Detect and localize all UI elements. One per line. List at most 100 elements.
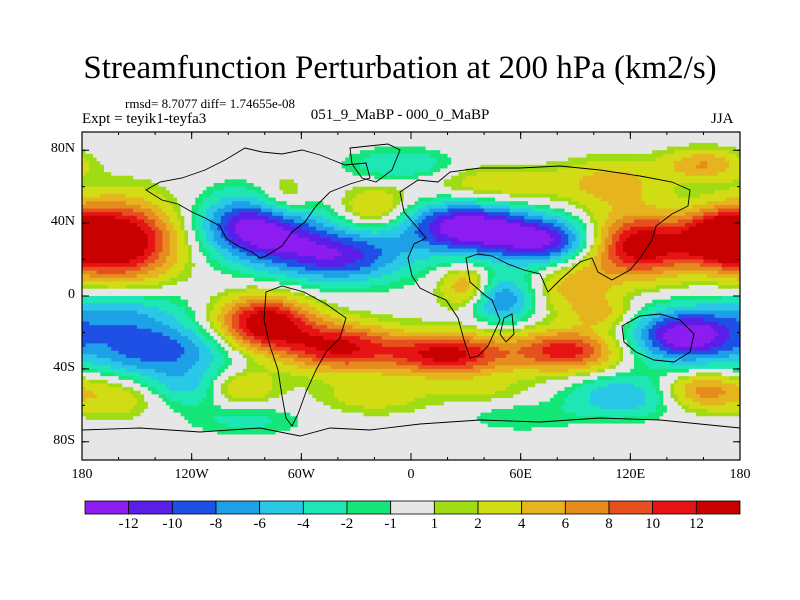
field-cell xyxy=(290,212,295,217)
field-cell xyxy=(224,223,229,228)
field-cell xyxy=(217,208,222,213)
field-cell xyxy=(509,201,514,206)
field-cell xyxy=(710,212,715,217)
field-cell xyxy=(542,146,547,151)
field-cell xyxy=(92,153,98,158)
field-cell xyxy=(615,132,620,137)
field-cell xyxy=(699,153,704,158)
field-cell xyxy=(480,132,485,137)
field-cell xyxy=(224,230,229,235)
field-cell xyxy=(114,190,119,195)
field-cell xyxy=(253,183,258,188)
field-cell xyxy=(590,201,595,206)
field-cell xyxy=(180,146,185,151)
field-cell xyxy=(235,175,240,180)
field-cell xyxy=(469,226,474,231)
field-cell xyxy=(301,161,306,166)
field-cell xyxy=(579,183,584,188)
field-cell xyxy=(637,157,642,162)
field-cell xyxy=(487,201,492,206)
field-cell xyxy=(96,193,101,198)
field-cell xyxy=(436,146,441,151)
field-cell xyxy=(440,223,445,228)
field-cell xyxy=(447,183,452,188)
field-cell xyxy=(710,153,715,158)
field-cell xyxy=(144,150,149,155)
field-cell xyxy=(487,146,492,151)
field-cell xyxy=(188,153,193,158)
field-cell xyxy=(590,157,595,162)
field-cell xyxy=(604,201,609,206)
field-cell xyxy=(173,150,178,155)
field-cell xyxy=(202,197,207,202)
field-cell xyxy=(294,139,299,144)
field-cell xyxy=(356,186,361,191)
field-cell xyxy=(184,215,189,220)
field-cell xyxy=(619,183,624,188)
field-cell xyxy=(476,139,481,144)
field-cell xyxy=(213,146,218,151)
field-cell xyxy=(432,230,437,235)
field-cell xyxy=(571,142,576,147)
field-cell xyxy=(290,139,295,144)
field-cell xyxy=(531,139,536,144)
field-cell xyxy=(319,179,324,184)
field-cell xyxy=(166,172,171,177)
field-cell xyxy=(517,139,522,144)
field-cell xyxy=(125,219,130,224)
field-cell xyxy=(151,164,156,169)
field-cell xyxy=(213,197,218,202)
field-cell xyxy=(648,226,653,231)
field-cell xyxy=(637,204,642,209)
field-cell xyxy=(458,179,463,184)
field-cell xyxy=(641,212,646,217)
field-cell xyxy=(531,226,536,231)
field-cell xyxy=(443,150,448,155)
field-cell xyxy=(707,193,712,198)
field-cell xyxy=(385,132,390,137)
field-cell xyxy=(341,179,346,184)
field-cell xyxy=(579,135,584,140)
field-cell xyxy=(103,157,108,162)
field-cell xyxy=(253,230,258,235)
field-cell xyxy=(421,139,427,144)
field-cell xyxy=(89,164,94,169)
field-cell xyxy=(692,139,697,144)
field-cell xyxy=(699,161,704,166)
field-cell xyxy=(264,215,269,220)
field-cell xyxy=(506,186,511,191)
field-cell xyxy=(363,230,368,235)
field-cell xyxy=(345,142,350,147)
field-cell xyxy=(674,161,679,166)
field-cell xyxy=(707,223,712,228)
field-cell xyxy=(213,190,218,195)
field-cell xyxy=(111,223,116,228)
field-cell xyxy=(447,186,452,191)
field-cell xyxy=(125,142,130,147)
field-cell xyxy=(677,172,682,177)
field-cell xyxy=(337,201,342,206)
field-cell xyxy=(411,193,416,198)
field-cell xyxy=(553,190,558,195)
field-cell xyxy=(92,215,98,220)
field-cell xyxy=(177,153,182,158)
field-cell xyxy=(184,157,189,162)
field-cell xyxy=(560,223,565,228)
field-cell xyxy=(685,142,690,147)
field-cell xyxy=(180,230,185,235)
field-cell xyxy=(264,183,269,188)
field-cell xyxy=(392,164,397,169)
field-cell xyxy=(323,175,328,180)
field-cell xyxy=(451,186,456,191)
field-cell xyxy=(367,183,372,188)
field-cell xyxy=(100,161,105,166)
field-cell xyxy=(458,223,463,228)
field-cell xyxy=(250,172,255,177)
field-cell xyxy=(462,132,467,137)
field-cell xyxy=(151,161,156,166)
field-cell xyxy=(345,168,350,173)
field-cell xyxy=(527,230,533,235)
field-cell xyxy=(553,219,558,224)
field-cell xyxy=(517,175,522,180)
field-cell xyxy=(425,146,430,151)
